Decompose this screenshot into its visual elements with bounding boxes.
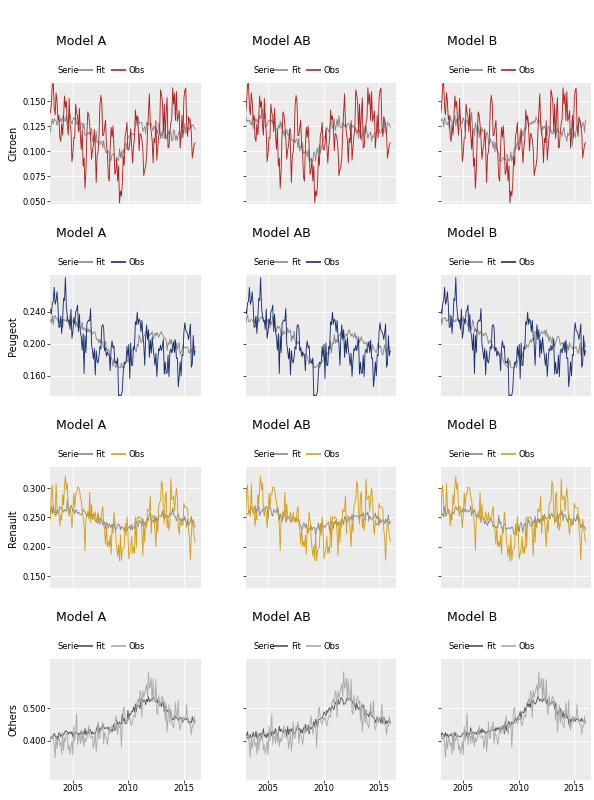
Text: Serie: Serie <box>58 450 80 458</box>
Text: Obs: Obs <box>519 258 535 266</box>
Text: Obs: Obs <box>128 642 145 650</box>
Text: Model A: Model A <box>56 35 106 48</box>
Text: Fit: Fit <box>290 258 301 266</box>
Text: Serie: Serie <box>253 450 275 458</box>
Text: Obs: Obs <box>324 258 340 266</box>
Text: Serie: Serie <box>253 258 275 266</box>
Text: Fit: Fit <box>290 450 301 458</box>
Text: Model B: Model B <box>447 611 497 624</box>
Text: Serie: Serie <box>253 66 275 74</box>
Text: Model AB: Model AB <box>252 611 311 624</box>
Text: Serie: Serie <box>448 66 470 74</box>
Y-axis label: Others: Others <box>8 703 18 736</box>
Text: Serie: Serie <box>448 450 470 458</box>
Text: Obs: Obs <box>324 450 340 458</box>
Text: Fit: Fit <box>486 450 496 458</box>
Y-axis label: Citroen: Citroen <box>8 126 18 162</box>
Text: Fit: Fit <box>290 66 301 74</box>
Text: Obs: Obs <box>128 66 145 74</box>
Text: Fit: Fit <box>290 642 301 650</box>
Text: Serie: Serie <box>448 258 470 266</box>
Text: Fit: Fit <box>486 258 496 266</box>
Y-axis label: Peugeot: Peugeot <box>8 316 18 355</box>
Text: Serie: Serie <box>448 642 470 650</box>
Text: Serie: Serie <box>58 258 80 266</box>
Text: Model B: Model B <box>447 35 497 48</box>
Text: Obs: Obs <box>324 642 340 650</box>
Text: Fit: Fit <box>486 66 496 74</box>
Text: Fit: Fit <box>96 66 105 74</box>
Text: Serie: Serie <box>253 642 275 650</box>
Text: Model A: Model A <box>56 227 106 240</box>
Text: Obs: Obs <box>324 66 340 74</box>
Text: Obs: Obs <box>128 450 145 458</box>
Text: Model AB: Model AB <box>252 35 311 48</box>
Text: Model B: Model B <box>447 419 497 432</box>
Text: Model AB: Model AB <box>252 419 311 432</box>
Text: Fit: Fit <box>96 450 105 458</box>
Text: Model A: Model A <box>56 419 106 432</box>
Text: Model AB: Model AB <box>252 227 311 240</box>
Text: Obs: Obs <box>128 258 145 266</box>
Text: Fit: Fit <box>96 258 105 266</box>
Text: Fit: Fit <box>96 642 105 650</box>
Text: Model B: Model B <box>447 227 497 240</box>
Text: Serie: Serie <box>58 66 80 74</box>
Text: Model A: Model A <box>56 611 106 624</box>
Text: Serie: Serie <box>58 642 80 650</box>
Y-axis label: Renault: Renault <box>8 509 18 546</box>
Text: Obs: Obs <box>519 66 535 74</box>
Text: Obs: Obs <box>519 642 535 650</box>
Text: Fit: Fit <box>486 642 496 650</box>
Text: Obs: Obs <box>519 450 535 458</box>
